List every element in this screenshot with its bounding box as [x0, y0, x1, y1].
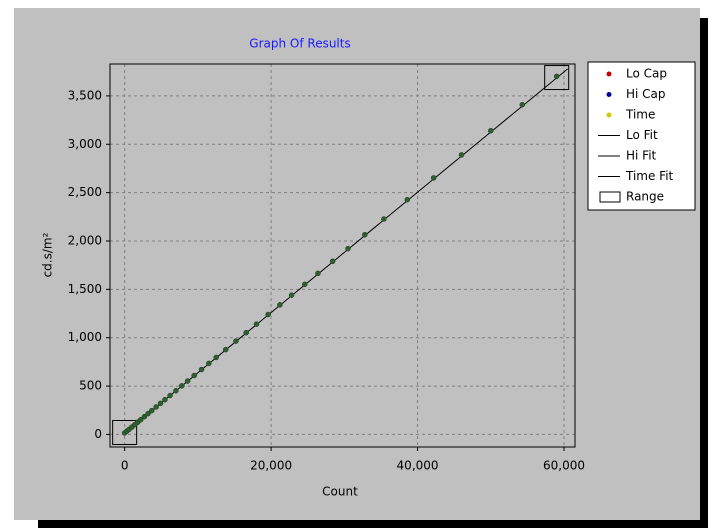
- range-box: [544, 65, 570, 91]
- y-tick-label: 3,000: [68, 137, 102, 151]
- data-point: [138, 416, 144, 423]
- data-point: [222, 346, 229, 353]
- fit-line: [124, 68, 568, 434]
- legend-label: Hi Fit: [626, 149, 657, 163]
- data-point: [153, 404, 159, 410]
- y-tick-label: 2,500: [68, 185, 102, 199]
- data-point: [302, 281, 308, 288]
- data-point: [362, 231, 368, 238]
- x-tick-label: 40,000: [397, 459, 439, 473]
- data-point: [404, 196, 411, 203]
- data-point: [381, 216, 387, 222]
- y-tick-label: 0: [94, 427, 102, 441]
- data-point: [173, 387, 179, 394]
- y-tick-label: 500: [79, 379, 102, 393]
- legend-label: Range: [626, 190, 664, 204]
- data-point: [553, 73, 560, 80]
- legend-label: Lo Cap: [626, 67, 667, 81]
- legend-label: Time: [625, 108, 655, 122]
- data-point: [265, 311, 271, 318]
- data-point: [191, 372, 197, 379]
- data-point: [198, 366, 205, 373]
- data-point: [288, 292, 295, 298]
- data-point: [488, 127, 494, 134]
- data-point: [253, 321, 260, 327]
- data-point: [141, 413, 148, 420]
- x-tick-label: 60,000: [543, 459, 585, 473]
- legend-marker: [606, 71, 612, 77]
- data-point: [519, 101, 526, 108]
- y-tick-label: 2,000: [68, 233, 102, 247]
- data-point: [213, 354, 219, 361]
- data-point: [157, 400, 164, 407]
- legend-label: Time Fit: [625, 169, 674, 183]
- legend-label: Lo Fit: [626, 128, 658, 142]
- shadow-gap: [14, 520, 38, 531]
- data-point: [458, 152, 465, 158]
- data-point: [179, 383, 185, 389]
- data-point: [206, 360, 212, 367]
- x-axis-label: Count: [322, 485, 358, 499]
- legend-label: Hi Cap: [626, 87, 666, 101]
- x-tick-label: 20,000: [250, 459, 292, 473]
- y-tick-label: 1,500: [68, 282, 102, 296]
- legend-marker: [599, 191, 621, 203]
- data-point: [315, 270, 321, 277]
- data-point: [167, 392, 173, 399]
- range-box: [112, 419, 138, 445]
- data-point: [329, 258, 336, 265]
- legend-marker: [606, 92, 612, 97]
- x-tick-label: 0: [121, 459, 129, 473]
- data-point: [162, 396, 168, 403]
- data-point: [345, 245, 351, 252]
- data-point: [277, 302, 283, 308]
- data-point: [145, 410, 151, 417]
- y-axis-label: cd.s/m²: [41, 232, 55, 277]
- data-point: [243, 329, 249, 336]
- plot-frame: [109, 63, 576, 448]
- data-point: [430, 175, 437, 181]
- legend-marker: [606, 112, 612, 118]
- data-point: [233, 338, 239, 344]
- y-tick-label: 1,000: [68, 330, 102, 344]
- chart-title: Graph Of Results: [249, 37, 350, 51]
- data-point: [184, 378, 191, 384]
- data-point: [148, 407, 155, 414]
- y-tick-label: 3,500: [68, 88, 102, 102]
